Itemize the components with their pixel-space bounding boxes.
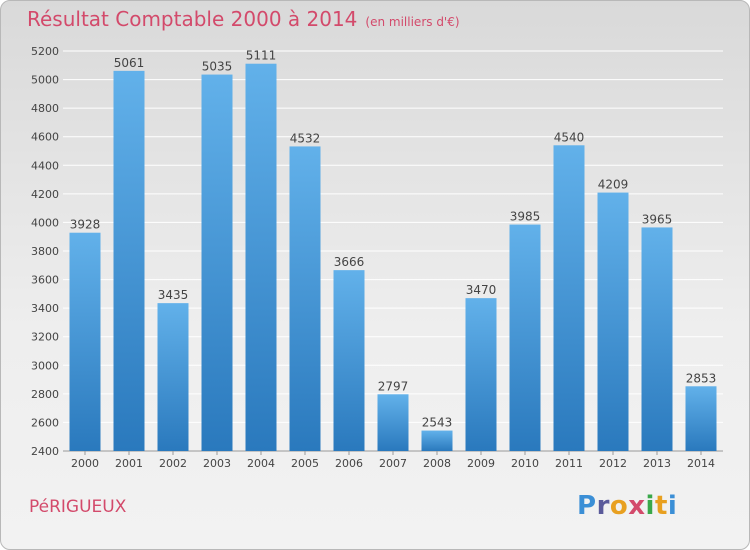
bar — [69, 232, 101, 451]
bar — [553, 145, 585, 452]
x-tick-label: 2001 — [115, 457, 143, 470]
data-label: 3470 — [466, 283, 497, 297]
x-tick-label: 2013 — [643, 457, 671, 470]
chart-title: Résultat Comptable 2000 à 2014 — [27, 7, 358, 31]
data-label: 3965 — [642, 212, 673, 226]
logo-letter: r — [596, 491, 610, 521]
x-tick-label: 2004 — [247, 457, 275, 470]
y-tick-label: 3600 — [31, 274, 59, 287]
bar — [157, 303, 189, 451]
y-tick-label: 4400 — [31, 159, 59, 172]
y-tick-label: 3400 — [31, 302, 59, 315]
x-tick-label: 2011 — [555, 457, 583, 470]
logo-letter: x — [628, 491, 646, 521]
logo-letter: t — [654, 491, 668, 521]
x-tick-label: 2003 — [203, 457, 231, 470]
y-tick-label: 4200 — [31, 188, 59, 201]
x-tick-label: 2002 — [159, 457, 187, 470]
data-label: 4532 — [290, 131, 321, 145]
bar — [685, 386, 717, 451]
y-tick-label: 2600 — [31, 416, 59, 429]
data-label: 4540 — [554, 130, 585, 144]
data-label: 2853 — [686, 371, 717, 385]
data-label: 3928 — [70, 218, 101, 232]
city-name: PéRIGUEUX — [29, 497, 127, 517]
data-label: 3435 — [158, 288, 189, 302]
data-label: 5111 — [246, 49, 277, 63]
bar — [113, 70, 145, 451]
bar — [641, 227, 673, 451]
data-label: 3985 — [510, 210, 541, 224]
data-label: 3666 — [334, 255, 365, 269]
logo-letter: P — [577, 491, 597, 521]
bar — [465, 298, 497, 451]
logo-letter: o — [609, 491, 629, 521]
y-tick-label: 3000 — [31, 359, 59, 372]
data-label: 5035 — [202, 60, 233, 74]
x-tick-label: 2005 — [291, 457, 319, 470]
data-label: 2543 — [422, 416, 453, 430]
x-tick-label: 2010 — [511, 457, 539, 470]
x-tick-label: 2008 — [423, 457, 451, 470]
y-tick-label: 5200 — [31, 45, 59, 58]
bar — [245, 63, 277, 451]
y-tick-label: 4600 — [31, 131, 59, 144]
chart-title-block: Résultat Comptable 2000 à 2014 (en millie… — [27, 7, 460, 31]
bar — [201, 74, 233, 452]
chart-subtitle: (en milliers d'€) — [365, 15, 460, 29]
x-tick-label: 2012 — [599, 457, 627, 470]
bar — [421, 430, 453, 451]
y-tick-label: 4800 — [31, 102, 59, 115]
bar — [377, 394, 409, 451]
x-tick-label: 2000 — [71, 457, 99, 470]
x-tick-label: 2009 — [467, 457, 495, 470]
logo-letter: i — [645, 491, 655, 521]
y-tick-label: 3200 — [31, 331, 59, 344]
y-tick-label: 2800 — [31, 388, 59, 401]
x-tick-label: 2006 — [335, 457, 363, 470]
y-tick-label: 2400 — [31, 445, 59, 458]
bar — [289, 146, 321, 451]
y-tick-label: 5000 — [31, 74, 59, 87]
bar — [333, 270, 365, 451]
y-tick-label: 4000 — [31, 216, 59, 229]
data-label: 5061 — [114, 56, 145, 70]
data-label: 2797 — [378, 379, 409, 393]
y-tick-label: 3800 — [31, 245, 59, 258]
x-tick-label: 2007 — [379, 457, 407, 470]
x-tick-label: 2014 — [687, 457, 715, 470]
data-label: 4209 — [598, 178, 629, 192]
proxiti-logo: Proxiti — [577, 491, 677, 521]
logo-letter: i — [667, 491, 678, 521]
bar — [597, 192, 629, 452]
bar — [509, 224, 541, 451]
